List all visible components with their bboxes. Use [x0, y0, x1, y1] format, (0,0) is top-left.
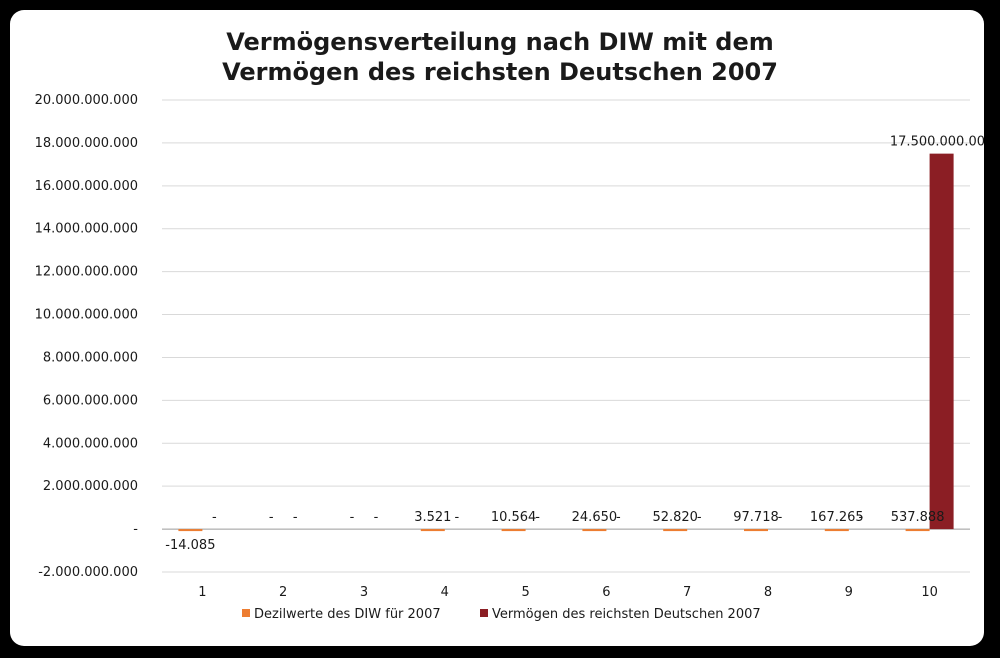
chart-title: Vermögensverteilung nach DIW mit dem Ver…: [222, 28, 778, 86]
data-label-dezil-1: -14.085: [165, 538, 215, 553]
data-label-dezil-6: 24.650: [572, 510, 618, 525]
legend: Dezilwerte des DIW für 2007 Vermögen des …: [242, 607, 761, 622]
data-label-reichster-2: -: [293, 510, 298, 525]
legend-label-dezil: Dezilwerte des DIW für 2007: [254, 607, 441, 622]
y-tick-label: 8.000.000.000: [43, 350, 138, 365]
x-tick-label: 10: [921, 585, 938, 600]
bar-dezil-5: [501, 529, 526, 532]
bar-reichster-10: [929, 153, 954, 530]
data-label-dezil-8: 97.718: [733, 510, 779, 525]
data-label-reichster-4: -: [454, 510, 459, 525]
chart-title-line-2: Vermögen des reichsten Deutschen 2007: [222, 58, 778, 86]
data-label-reichster-5: -: [535, 510, 540, 525]
gridlines: [162, 99, 970, 573]
data-label-dezil-3: -: [350, 510, 355, 525]
data-label-dezil-7: 52.820: [652, 510, 698, 525]
x-tick-label: 2: [279, 585, 287, 600]
y-tick-label: 10.000.000.000: [35, 308, 138, 323]
y-tick-label: -2.000.000.000: [38, 565, 138, 580]
data-label-reichster-3: -: [374, 510, 379, 525]
x-tick-label: 6: [602, 585, 610, 600]
y-tick-label: -: [133, 522, 138, 537]
data-label-reichster-6: -: [616, 510, 621, 525]
data-label-dezil-2: -: [269, 510, 274, 525]
y-tick-label: 16.000.000.000: [35, 179, 138, 194]
y-tick-label: 6.000.000.000: [43, 393, 138, 408]
bar-dezil-7: [663, 529, 688, 532]
bar-dezil-1: [178, 529, 203, 532]
bar-chart: Vermögensverteilung nach DIW mit dem Ver…: [35, 28, 984, 622]
y-tick-label: 18.000.000.000: [35, 136, 138, 151]
data-label-reichster-8: -: [778, 510, 783, 525]
bar-dezil-10: [905, 529, 930, 532]
y-axis: 20.000.000.000 18.000.000.000 16.000.000.0…: [35, 93, 139, 580]
data-labels: -14.085- - - - -3.521-10.564- 24.650- 52.820- 9…: [165, 135, 984, 553]
y-tick-label: 12.000.000.000: [35, 265, 138, 280]
data-label-dezil-5: 10.564: [491, 510, 537, 525]
data-label-reichster-1: -: [212, 510, 217, 525]
chart-frame: Vermögensverteilung nach DIW mit dem Ver…: [10, 10, 984, 646]
data-label-reichster-9: -: [858, 510, 863, 525]
bar-dezil-6: [582, 529, 607, 532]
y-tick-label: 2.000.000.000: [43, 479, 138, 494]
x-tick-label: 3: [360, 585, 368, 600]
x-tick-label: 8: [764, 585, 772, 600]
legend-swatch-reichster: [480, 609, 488, 617]
bars: [178, 153, 954, 532]
x-tick-label: 7: [683, 585, 691, 600]
data-label-dezil-4: 3.521: [414, 510, 451, 525]
legend-swatch-dezil: [242, 609, 250, 617]
legend-label-reichster: Vermögen des reichsten Deutschen 2007: [492, 607, 761, 622]
data-label-reichster-10: 17.500.000.000: [890, 135, 984, 150]
chart-title-line-1: Vermögensverteilung nach DIW mit dem: [226, 28, 774, 56]
y-tick-label: 20.000.000.000: [35, 93, 138, 108]
data-label-reichster-7: -: [697, 510, 702, 525]
data-label-dezil-10: 537.888: [891, 510, 945, 525]
y-tick-label: 4.000.000.000: [43, 436, 138, 451]
bar-dezil-4: [420, 529, 445, 532]
x-tick-label: 5: [521, 585, 529, 600]
bar-dezil-8: [744, 529, 768, 532]
x-tick-label: 9: [845, 585, 853, 600]
x-tick-label: 4: [441, 585, 449, 600]
y-tick-label: 14.000.000.000: [35, 222, 138, 237]
x-axis: 1 2 3 4 5 6 7 8 9 10: [198, 585, 938, 600]
bar-dezil-9: [824, 529, 849, 532]
x-tick-label: 1: [198, 585, 206, 600]
data-label-dezil-9: 167.265: [810, 510, 864, 525]
